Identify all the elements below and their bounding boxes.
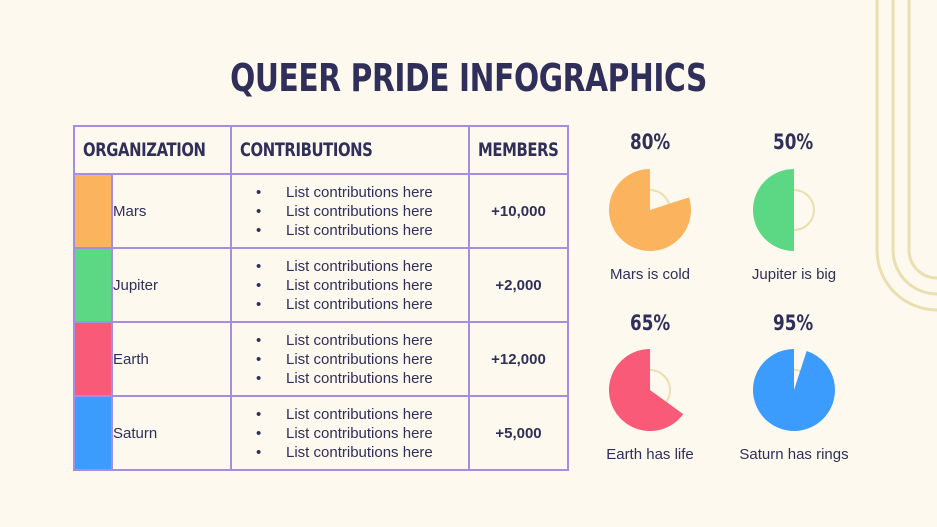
- pie-slice: [608, 169, 691, 251]
- page-title: QUEER PRIDE INFOGRAPHICS: [230, 56, 707, 100]
- color-swatch: [73, 321, 113, 397]
- percent-label: 95%: [772, 311, 814, 335]
- contributions-list: List contributions here List contributio…: [230, 395, 470, 471]
- pie-slice: [609, 349, 684, 431]
- contribution-item: List contributions here: [256, 350, 468, 369]
- contribution-item: List contributions here: [256, 276, 468, 295]
- contribution-item: List contributions here: [256, 331, 468, 350]
- table-row: Saturn List contributions here List cont…: [73, 395, 569, 471]
- contribution-item: List contributions here: [256, 369, 468, 388]
- chart-caption: Mars is cold: [609, 266, 691, 283]
- organization-name: Saturn: [111, 395, 232, 471]
- color-swatch: [73, 173, 113, 249]
- header-contributions: CONTRIBUTIONS: [230, 125, 470, 175]
- contribution-item: List contributions here: [256, 257, 468, 276]
- contributions-list: List contributions here List contributio…: [230, 247, 470, 323]
- table-row: Earth List contributions here List contr…: [73, 321, 569, 397]
- percent-label: 80%: [629, 130, 671, 154]
- members-count: +2,000: [468, 247, 569, 323]
- pie-chart: [753, 169, 815, 251]
- table-row: Mars List contributions here List contri…: [73, 173, 569, 249]
- contributions-list: List contributions here List contributio…: [230, 321, 470, 397]
- header-organization: ORGANIZATION: [73, 125, 232, 175]
- color-swatch: [73, 247, 113, 323]
- pie-slice: [752, 349, 835, 431]
- percent-label: 65%: [629, 311, 671, 335]
- chart-caption: Earth has life: [606, 446, 694, 463]
- pie-slice: [753, 169, 794, 251]
- organization-name: Jupiter: [111, 247, 232, 323]
- members-count: +12,000: [468, 321, 569, 397]
- contribution-item: List contributions here: [256, 183, 468, 202]
- pie-chart: [609, 349, 684, 431]
- table-header-row: ORGANIZATION CONTRIBUTIONS MEMBERS: [73, 125, 569, 175]
- organization-table: ORGANIZATION CONTRIBUTIONS MEMBERS Mars …: [73, 125, 569, 471]
- organization-name: Earth: [111, 321, 232, 397]
- members-count: +5,000: [468, 395, 569, 471]
- header-members: MEMBERS: [468, 125, 569, 175]
- pie-chart: [752, 349, 835, 431]
- table-row: Jupiter List contributions here List con…: [73, 247, 569, 323]
- color-swatch: [73, 395, 113, 471]
- contribution-item: List contributions here: [256, 202, 468, 221]
- chart-caption: Jupiter is big: [751, 266, 837, 283]
- organization-name: Mars: [111, 173, 232, 249]
- members-count: +10,000: [468, 173, 569, 249]
- pie-chart: [608, 169, 691, 251]
- contribution-item: List contributions here: [256, 443, 468, 462]
- contribution-item: List contributions here: [256, 221, 468, 240]
- contribution-item: List contributions here: [256, 424, 468, 443]
- contributions-list: List contributions here List contributio…: [230, 173, 470, 249]
- percent-label: 50%: [772, 130, 814, 154]
- contribution-item: List contributions here: [256, 295, 468, 314]
- contribution-item: List contributions here: [256, 405, 468, 424]
- chart-caption: Saturn has rings: [739, 446, 849, 463]
